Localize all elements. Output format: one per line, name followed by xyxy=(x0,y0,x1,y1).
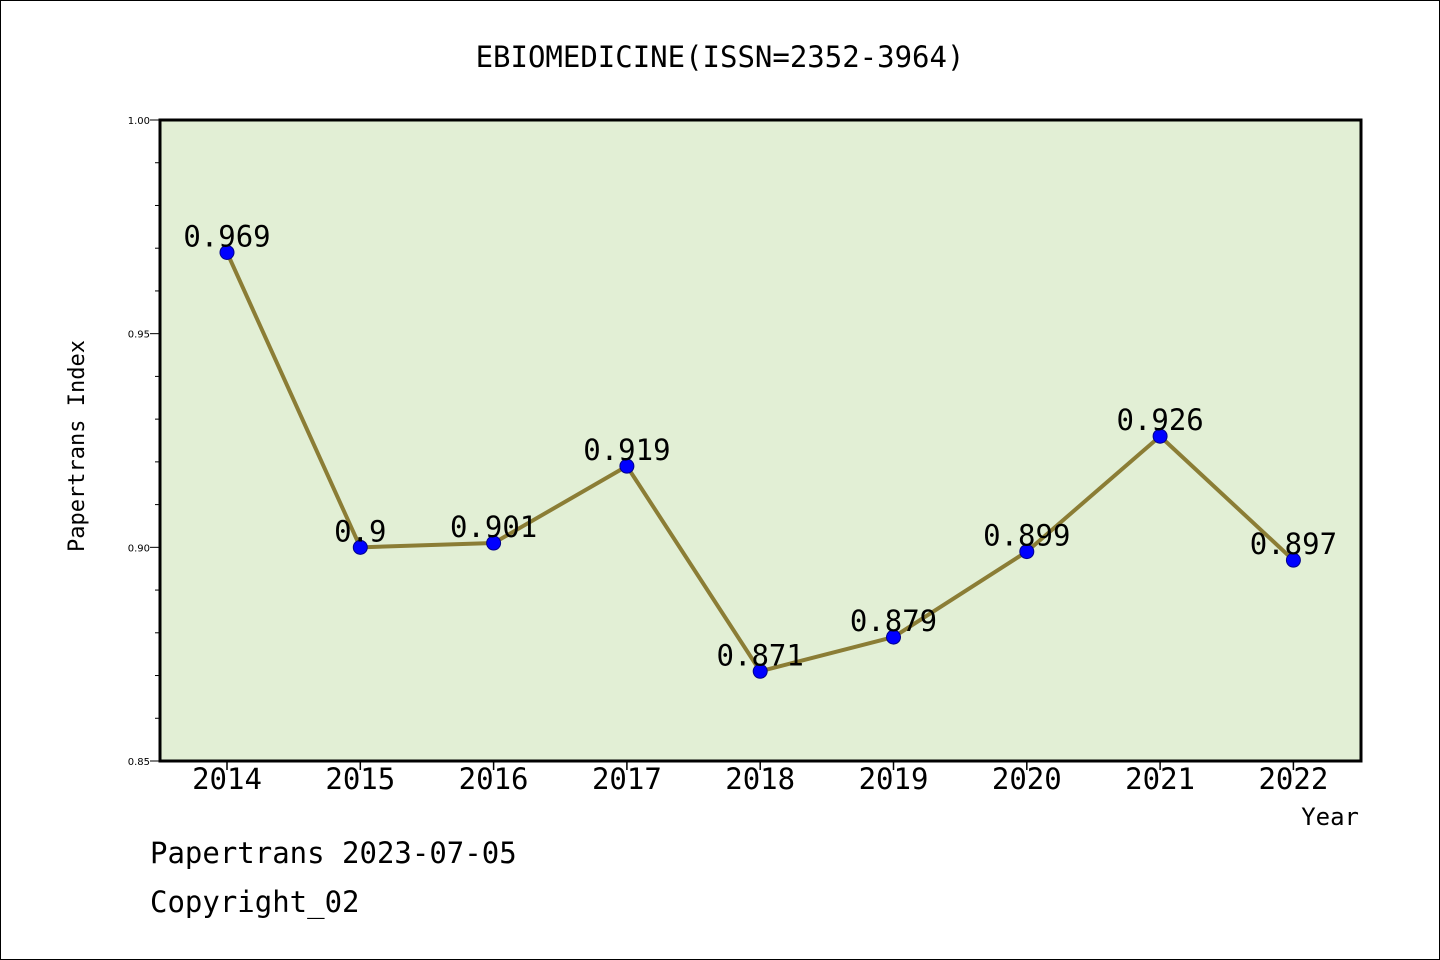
y-axis-label: Papertrans Index xyxy=(65,340,90,552)
data-point xyxy=(219,244,235,260)
x-tick-label: 2020 xyxy=(992,762,1062,796)
data-label: 0.879 xyxy=(850,604,937,638)
chart-title: EBIOMEDICINE(ISSN=2352-3964) xyxy=(476,40,965,74)
data-point xyxy=(886,629,901,645)
data-label: 0.897 xyxy=(1250,527,1337,561)
data-label: 0.926 xyxy=(1116,403,1203,437)
data-point xyxy=(1285,552,1301,568)
data-point xyxy=(619,458,635,474)
data-label: 0.901 xyxy=(450,510,537,544)
data-label: 0.871 xyxy=(717,638,804,672)
data-label: 0.969 xyxy=(183,219,270,253)
data-point xyxy=(1152,428,1168,444)
data-label: 0.9 xyxy=(334,514,386,548)
footer-date: Papertrans 2023-07-05 xyxy=(150,836,517,870)
x-axis: 2014 2015 2016 2017 2018 2019 2020 2021 2022 xyxy=(192,761,1328,796)
x-tick-label: 2018 xyxy=(725,762,795,796)
data-label: 0.919 xyxy=(583,433,670,467)
footer-copyright: Copyright_02 xyxy=(150,885,360,919)
data-point xyxy=(486,535,502,551)
data-point xyxy=(752,663,768,679)
y-axis: 0.85 0.90 0.95 1.00 xyxy=(128,116,160,768)
x-axis-label: Year xyxy=(1301,803,1359,831)
data-point xyxy=(352,539,368,555)
x-tick-label: 2017 xyxy=(592,762,662,796)
series-group xyxy=(219,244,1301,679)
y-tick-label: 0.95 xyxy=(128,330,150,341)
data-point xyxy=(1019,544,1035,560)
data-label: 0.899 xyxy=(983,519,1070,553)
data-labels: 0.969 0.9 0.901 0.919 0.871 0.879 0.899 0.926 0.… xyxy=(183,219,1337,672)
x-tick-label: 2015 xyxy=(325,762,395,796)
y-tick-label: 1.00 xyxy=(128,116,150,127)
x-tick-label: 2014 xyxy=(192,762,262,796)
y-tick-label: 0.85 xyxy=(128,757,150,768)
x-tick-label: 2021 xyxy=(1125,762,1195,796)
x-tick-label: 2022 xyxy=(1258,762,1328,796)
x-tick-label: 2016 xyxy=(459,762,529,796)
x-tick-label: 2019 xyxy=(859,762,929,796)
y-tick-label: 0.90 xyxy=(128,543,150,554)
